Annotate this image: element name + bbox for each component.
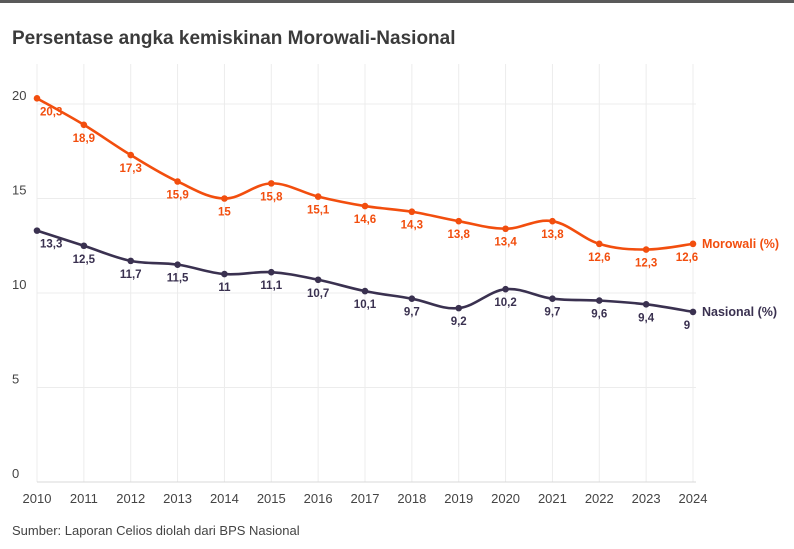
x-tick-label: 2019 (444, 491, 473, 506)
data-label-nasional: 10,2 (494, 297, 516, 309)
series-label-nasional: Nasional (%) (702, 305, 777, 319)
data-label-nasional: 9,7 (544, 307, 560, 319)
source-note: Sumber: Laporan Celios diolah dari BPS N… (12, 523, 300, 538)
y-tick-label: 10 (12, 277, 26, 292)
data-point-morowali (502, 225, 509, 233)
data-point-morowali (361, 202, 369, 210)
data-label-nasional: 9,6 (591, 309, 607, 321)
y-tick-label: 0 (12, 466, 19, 481)
data-label-nasional: 11,5 (167, 273, 189, 285)
data-label-nasional: 13,3 (40, 239, 62, 251)
x-tick-label: 2018 (397, 491, 426, 506)
data-point-nasional (314, 276, 322, 284)
data-label-nasional: 11,1 (260, 280, 282, 292)
x-tick-label: 2012 (116, 491, 145, 506)
data-label-morowali: 14,3 (401, 220, 423, 232)
data-point-nasional (502, 285, 509, 293)
x-tick-label: 2022 (585, 491, 614, 506)
data-label-nasional: 9,7 (404, 307, 420, 319)
data-point-nasional (642, 301, 650, 308)
x-tick-label: 2011 (70, 491, 98, 506)
data-point-nasional (595, 297, 603, 304)
data-point-nasional (361, 287, 369, 295)
data-label-nasional: 11 (218, 282, 231, 294)
data-label-morowali: 14,6 (354, 214, 376, 226)
y-tick-label: 20 (12, 88, 26, 103)
data-label-nasional: 9,4 (638, 312, 655, 324)
x-tick-label: 2014 (210, 491, 239, 506)
data-label-morowali: 15,8 (260, 191, 283, 203)
data-point-morowali (408, 208, 416, 216)
data-point-morowali (127, 151, 135, 159)
data-label-nasional: 10,7 (307, 288, 329, 300)
data-label-morowali: 12,6 (676, 252, 698, 264)
data-point-morowali (267, 180, 275, 187)
y-tick-label: 15 (12, 183, 26, 198)
x-tick-label: 2023 (632, 491, 661, 506)
data-point-morowali (549, 217, 556, 225)
x-tick-label: 2024 (679, 491, 708, 506)
data-label-morowali: 13,4 (494, 237, 517, 249)
data-point-morowali (221, 195, 228, 202)
data-point-nasional (408, 295, 416, 302)
data-point-nasional (549, 295, 556, 302)
data-label-morowali: 12,6 (588, 252, 610, 264)
y-tick-label: 5 (12, 372, 19, 387)
data-label-nasional: 9 (684, 320, 690, 332)
data-point-nasional (455, 304, 463, 312)
data-label-morowali: 20,3 (40, 106, 62, 118)
x-tick-label: 2017 (351, 491, 380, 506)
data-label-morowali: 12,3 (635, 258, 657, 270)
data-point-morowali (595, 240, 603, 248)
data-point-morowali (33, 95, 41, 102)
data-point-morowali (689, 240, 697, 248)
data-label-morowali: 13,8 (448, 229, 471, 241)
data-point-morowali (455, 217, 463, 225)
data-point-nasional (80, 242, 88, 250)
data-label-morowali: 13,8 (541, 229, 564, 241)
data-point-nasional (174, 261, 181, 268)
data-point-nasional (221, 270, 228, 278)
data-point-morowali (80, 121, 88, 129)
x-tick-label: 2010 (23, 491, 52, 506)
data-label-morowali: 18,9 (73, 133, 95, 145)
data-label-nasional: 11,7 (120, 269, 142, 281)
data-label-morowali: 17,3 (120, 163, 142, 175)
data-label-morowali: 15,1 (307, 205, 330, 217)
x-tick-label: 2021 (538, 491, 567, 506)
data-label-nasional: 10,1 (354, 299, 377, 311)
data-point-nasional (127, 257, 135, 265)
data-label-nasional: 12,5 (73, 254, 96, 266)
data-point-nasional (267, 268, 275, 276)
data-label-morowali: 15,9 (166, 189, 188, 201)
x-tick-label: 2016 (304, 491, 333, 506)
series-label-morowali: Morowali (%) (702, 237, 779, 251)
top-rule (0, 0, 794, 3)
data-point-morowali (174, 178, 181, 185)
x-tick-label: 2013 (163, 491, 192, 506)
data-label-morowali: 15 (218, 207, 231, 219)
chart-title: Persentase angka kemiskinan Morowali-Nas… (12, 28, 456, 49)
x-tick-label: 2020 (491, 491, 520, 506)
x-tick-label: 2015 (257, 491, 286, 506)
data-point-nasional (689, 308, 697, 316)
data-label-nasional: 9,2 (451, 316, 467, 328)
data-point-morowali (642, 246, 650, 253)
data-point-morowali (314, 193, 322, 200)
data-point-nasional (33, 227, 41, 234)
